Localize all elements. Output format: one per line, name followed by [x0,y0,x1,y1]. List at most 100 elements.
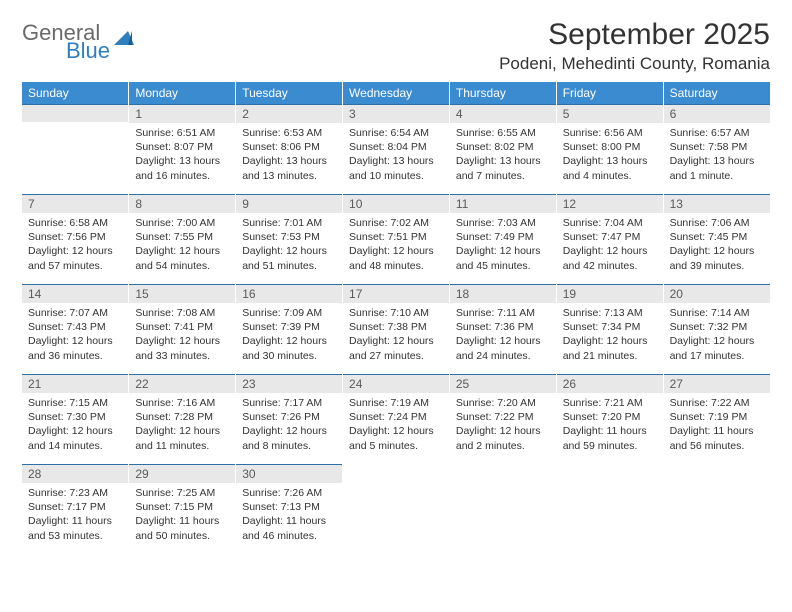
day-details: Sunrise: 7:02 AMSunset: 7:51 PMDaylight:… [343,213,449,279]
calendar-cell [343,464,450,554]
sunset-text: Sunset: 7:38 PM [349,320,443,334]
daylight-text: and 48 minutes. [349,259,443,273]
month-title: September 2025 [499,18,770,52]
sunset-text: Sunset: 7:39 PM [242,320,336,334]
daylight-text: Daylight: 12 hours [349,244,443,258]
sunrise-text: Sunrise: 6:51 AM [135,126,229,140]
daylight-text: and 11 minutes. [135,439,229,453]
calendar-cell: 1Sunrise: 6:51 AMSunset: 8:07 PMDaylight… [129,104,236,194]
daylight-text: and 30 minutes. [242,349,336,363]
daylight-text: Daylight: 12 hours [135,244,229,258]
calendar-cell: 17Sunrise: 7:10 AMSunset: 7:38 PMDayligh… [343,284,450,374]
sunrise-text: Sunrise: 7:02 AM [349,216,443,230]
daylight-text: and 14 minutes. [28,439,122,453]
sunrise-text: Sunrise: 6:55 AM [456,126,550,140]
sunset-text: Sunset: 8:07 PM [135,140,229,154]
calendar-cell: 13Sunrise: 7:06 AMSunset: 7:45 PMDayligh… [663,194,770,284]
calendar-cell: 16Sunrise: 7:09 AMSunset: 7:39 PMDayligh… [236,284,343,374]
day-details: Sunrise: 7:09 AMSunset: 7:39 PMDaylight:… [236,303,342,369]
daylight-text: Daylight: 12 hours [456,424,550,438]
daylight-text: and 10 minutes. [349,169,443,183]
sunset-text: Sunset: 7:17 PM [28,500,122,514]
sunrise-text: Sunrise: 7:17 AM [242,396,336,410]
title-block: September 2025 Podeni, Mehedinti County,… [499,18,770,74]
daylight-text: Daylight: 12 hours [135,334,229,348]
calendar-cell [22,104,129,194]
daylight-text: and 45 minutes. [456,259,550,273]
day-details: Sunrise: 7:01 AMSunset: 7:53 PMDaylight:… [236,213,342,279]
day-details: Sunrise: 6:54 AMSunset: 8:04 PMDaylight:… [343,123,449,189]
daylight-text: Daylight: 12 hours [28,424,122,438]
day-details: Sunrise: 7:25 AMSunset: 7:15 PMDaylight:… [129,483,235,549]
day-number: 20 [664,284,770,303]
sunset-text: Sunset: 7:26 PM [242,410,336,424]
header: General Blue September 2025 Podeni, Mehe… [22,18,770,74]
sunset-text: Sunset: 7:43 PM [28,320,122,334]
sunset-text: Sunset: 7:15 PM [135,500,229,514]
daylight-text: and 17 minutes. [670,349,764,363]
calendar-week-row: 21Sunrise: 7:15 AMSunset: 7:30 PMDayligh… [22,374,770,464]
day-number: 7 [22,194,128,213]
day-details: Sunrise: 7:03 AMSunset: 7:49 PMDaylight:… [450,213,556,279]
sunset-text: Sunset: 7:51 PM [349,230,443,244]
calendar-cell: 26Sunrise: 7:21 AMSunset: 7:20 PMDayligh… [556,374,663,464]
day-details: Sunrise: 7:17 AMSunset: 7:26 PMDaylight:… [236,393,342,459]
calendar-cell: 4Sunrise: 6:55 AMSunset: 8:02 PMDaylight… [449,104,556,194]
day-number: 29 [129,464,235,483]
sunrise-text: Sunrise: 6:56 AM [563,126,657,140]
daylight-text: and 24 minutes. [456,349,550,363]
sunset-text: Sunset: 8:00 PM [563,140,657,154]
day-number: 19 [557,284,663,303]
calendar-cell: 28Sunrise: 7:23 AMSunset: 7:17 PMDayligh… [22,464,129,554]
weekday-row: Sunday Monday Tuesday Wednesday Thursday… [22,82,770,104]
daylight-text: and 16 minutes. [135,169,229,183]
daylight-text: Daylight: 12 hours [456,334,550,348]
daylight-text: Daylight: 13 hours [670,154,764,168]
day-number: 9 [236,194,342,213]
daylight-text: Daylight: 13 hours [563,154,657,168]
sunset-text: Sunset: 7:13 PM [242,500,336,514]
daylight-text: Daylight: 12 hours [456,244,550,258]
sunset-text: Sunset: 7:19 PM [670,410,764,424]
daylight-text: Daylight: 11 hours [563,424,657,438]
sunrise-text: Sunrise: 7:00 AM [135,216,229,230]
calendar-cell: 30Sunrise: 7:26 AMSunset: 7:13 PMDayligh… [236,464,343,554]
daylight-text: Daylight: 12 hours [349,424,443,438]
calendar-week-row: 28Sunrise: 7:23 AMSunset: 7:17 PMDayligh… [22,464,770,554]
logo-triangle-icon [128,31,132,45]
daylight-text: Daylight: 12 hours [242,424,336,438]
day-details: Sunrise: 7:13 AMSunset: 7:34 PMDaylight:… [557,303,663,369]
daylight-text: Daylight: 12 hours [242,334,336,348]
calendar-week-row: 14Sunrise: 7:07 AMSunset: 7:43 PMDayligh… [22,284,770,374]
day-details: Sunrise: 7:21 AMSunset: 7:20 PMDaylight:… [557,393,663,459]
logo: General Blue [22,22,132,62]
daylight-text: and 1 minute. [670,169,764,183]
daylight-text: and 5 minutes. [349,439,443,453]
calendar-cell: 22Sunrise: 7:16 AMSunset: 7:28 PMDayligh… [129,374,236,464]
day-details: Sunrise: 6:55 AMSunset: 8:02 PMDaylight:… [450,123,556,189]
day-number: 22 [129,374,235,393]
sunrise-text: Sunrise: 7:08 AM [135,306,229,320]
daylight-text: and 51 minutes. [242,259,336,273]
sunrise-text: Sunrise: 7:16 AM [135,396,229,410]
day-details: Sunrise: 6:57 AMSunset: 7:58 PMDaylight:… [664,123,770,189]
calendar-cell: 25Sunrise: 7:20 AMSunset: 7:22 PMDayligh… [449,374,556,464]
daylight-text: Daylight: 12 hours [670,334,764,348]
day-details: Sunrise: 6:58 AMSunset: 7:56 PMDaylight:… [22,213,128,279]
sunrise-text: Sunrise: 6:58 AM [28,216,122,230]
sunrise-text: Sunrise: 6:54 AM [349,126,443,140]
calendar-cell [556,464,663,554]
day-number: 17 [343,284,449,303]
daylight-text: and 2 minutes. [456,439,550,453]
sunset-text: Sunset: 7:53 PM [242,230,336,244]
calendar-cell: 10Sunrise: 7:02 AMSunset: 7:51 PMDayligh… [343,194,450,284]
sunrise-text: Sunrise: 7:13 AM [563,306,657,320]
daylight-text: and 7 minutes. [456,169,550,183]
calendar-week-row: 7Sunrise: 6:58 AMSunset: 7:56 PMDaylight… [22,194,770,284]
day-number: 24 [343,374,449,393]
day-details: Sunrise: 7:26 AMSunset: 7:13 PMDaylight:… [236,483,342,549]
sunset-text: Sunset: 7:56 PM [28,230,122,244]
day-number: 1 [129,104,235,123]
day-number: 11 [450,194,556,213]
calendar-cell: 18Sunrise: 7:11 AMSunset: 7:36 PMDayligh… [449,284,556,374]
